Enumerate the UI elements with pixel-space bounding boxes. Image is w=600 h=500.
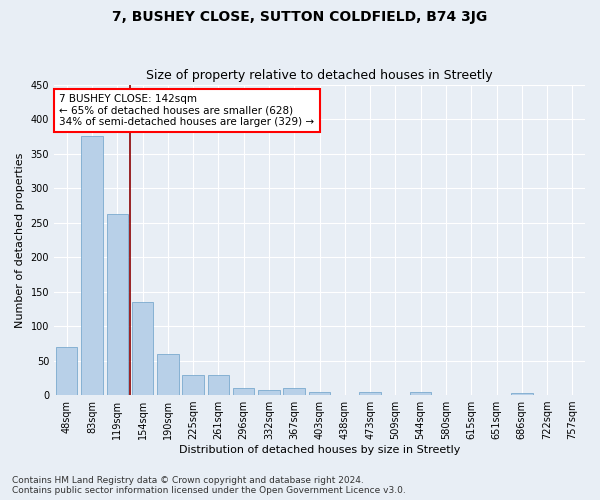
Bar [283,388,305,395]
Title: Size of property relative to detached houses in Streetly: Size of property relative to detached ho… [146,69,493,82]
Bar [258,390,280,395]
Bar [359,392,381,395]
Bar [208,375,229,395]
X-axis label: Distribution of detached houses by size in Streetly: Distribution of detached houses by size … [179,445,460,455]
Bar [157,354,179,395]
Bar [309,392,330,395]
Bar [56,347,77,395]
Text: 7, BUSHEY CLOSE, SUTTON COLDFIELD, B74 3JG: 7, BUSHEY CLOSE, SUTTON COLDFIELD, B74 3… [112,10,488,24]
Bar [410,392,431,395]
Y-axis label: Number of detached properties: Number of detached properties [15,152,25,328]
Bar [132,302,153,395]
Bar [233,388,254,395]
Text: Contains HM Land Registry data © Crown copyright and database right 2024.
Contai: Contains HM Land Registry data © Crown c… [12,476,406,495]
Bar [81,136,103,395]
Bar [182,375,204,395]
Text: 7 BUSHEY CLOSE: 142sqm
← 65% of detached houses are smaller (628)
34% of semi-de: 7 BUSHEY CLOSE: 142sqm ← 65% of detached… [59,94,314,127]
Bar [511,393,533,395]
Bar [107,214,128,395]
